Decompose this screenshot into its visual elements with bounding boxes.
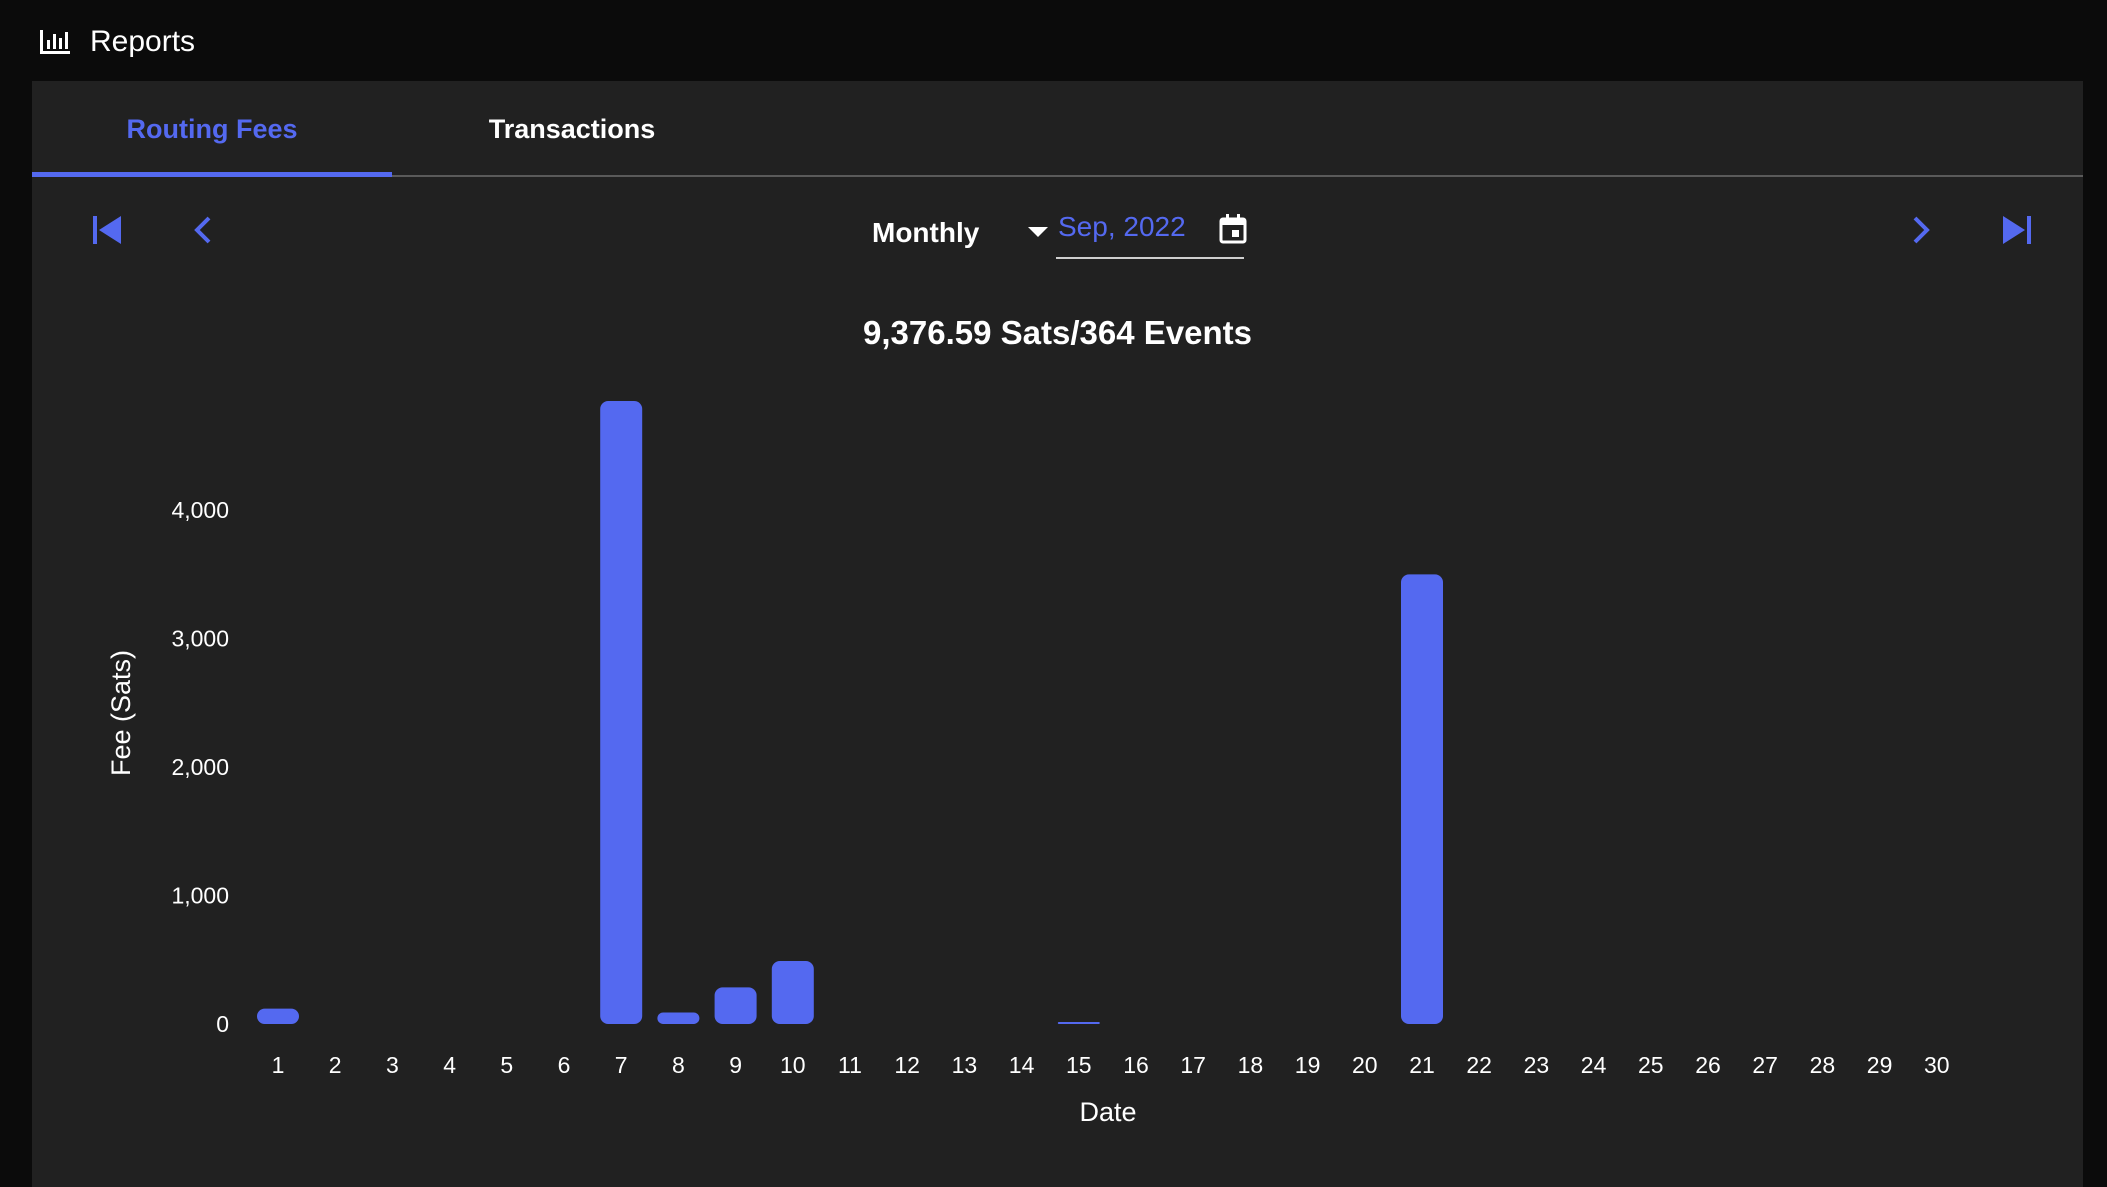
x-tick-label: 6 — [558, 1052, 571, 1078]
bar-day-15[interactable] — [1057, 1022, 1100, 1024]
y-tick-label: 2,000 — [171, 754, 229, 780]
x-axis-ticks: 1 2 3 4 5 6 7 8 9 10 11 12 13 14 15 16 17 18 19 20 21 22 23 24 2… — [272, 1052, 1950, 1078]
active-tab-indicator — [32, 172, 392, 177]
page-title: Reports — [90, 25, 196, 58]
bar-day-1[interactable] — [257, 1008, 299, 1024]
y-tick-label: 3,000 — [171, 626, 229, 652]
x-tick-label: 18 — [1238, 1052, 1264, 1078]
x-tick-label: 9 — [729, 1052, 742, 1078]
x-tick-label: 19 — [1295, 1052, 1321, 1078]
report-tabs: Routing Fees Transactions — [32, 81, 2083, 177]
date-picker-field[interactable]: Sep, 2022 — [1056, 207, 1247, 259]
x-tick-label: 28 — [1810, 1052, 1836, 1078]
x-tick-label: 20 — [1352, 1052, 1378, 1078]
x-tick-label: 8 — [672, 1052, 685, 1078]
x-tick-label: 1 — [272, 1052, 285, 1078]
skip-first-icon — [93, 216, 121, 244]
report-summary: 9,376.59 Sats/364 Events — [863, 314, 1252, 351]
x-tick-label: 27 — [1752, 1052, 1778, 1078]
bar-chart-icon — [40, 30, 70, 54]
first-period-button[interactable] — [84, 207, 130, 253]
last-period-button[interactable] — [1994, 207, 2040, 253]
tab-transactions[interactable]: Transactions — [488, 113, 656, 144]
chevron-down-icon — [1028, 227, 1048, 237]
y-axis-title: Fee (Sats) — [106, 650, 136, 776]
date-picker-value: Sep, 2022 — [1058, 211, 1186, 242]
app-header: Reports — [0, 0, 2107, 80]
x-tick-label: 24 — [1581, 1052, 1607, 1078]
x-tick-label: 11 — [838, 1052, 862, 1078]
x-tick-label: 12 — [894, 1052, 920, 1078]
x-tick-label: 7 — [615, 1052, 628, 1078]
x-tick-label: 2 — [329, 1052, 342, 1078]
tab-routing-fees[interactable]: Routing Fees — [126, 113, 298, 144]
x-tick-label: 13 — [952, 1052, 978, 1078]
next-period-button[interactable] — [1898, 207, 1944, 253]
x-tick-label: 4 — [443, 1052, 456, 1078]
x-tick-label: 10 — [780, 1052, 806, 1078]
bar-day-21[interactable] — [1401, 574, 1443, 1024]
bar-day-9[interactable] — [714, 987, 757, 1024]
bar-day-7[interactable] — [600, 401, 643, 1024]
x-tick-label: 16 — [1123, 1052, 1149, 1078]
x-tick-label: 29 — [1867, 1052, 1893, 1078]
chart-bars — [257, 401, 1443, 1024]
y-axis-ticks: 0 1,000 2,000 3,000 4,000 — [171, 497, 229, 1037]
chevron-left-icon — [194, 216, 211, 244]
x-axis-title: Date — [1079, 1097, 1136, 1127]
x-tick-label: 25 — [1638, 1052, 1664, 1078]
x-tick-label: 15 — [1066, 1052, 1092, 1078]
bar-day-8[interactable] — [657, 1012, 700, 1024]
x-tick-label: 21 — [1409, 1052, 1435, 1078]
x-tick-label: 26 — [1695, 1052, 1721, 1078]
x-tick-label: 3 — [386, 1052, 399, 1078]
y-tick-label: 0 — [216, 1011, 229, 1037]
skip-last-icon — [2003, 216, 2031, 244]
x-tick-label: 30 — [1924, 1052, 1950, 1078]
y-tick-label: 4,000 — [171, 497, 229, 523]
y-tick-label: 1,000 — [171, 883, 229, 909]
previous-period-button[interactable] — [180, 207, 226, 253]
x-tick-label: 22 — [1466, 1052, 1492, 1078]
x-tick-label: 5 — [500, 1052, 513, 1078]
x-tick-label: 17 — [1180, 1052, 1206, 1078]
chevron-right-icon — [1913, 216, 1930, 244]
calendar-icon[interactable] — [1218, 213, 1248, 245]
period-select-value: Monthly — [872, 217, 980, 248]
bar-day-10[interactable] — [771, 961, 814, 1024]
x-tick-label: 23 — [1524, 1052, 1550, 1078]
x-tick-label: 14 — [1009, 1052, 1035, 1078]
period-select[interactable]: Monthly — [862, 211, 1062, 255]
reports-card: Routing Fees Transactions Monthly Sep, 2… — [32, 81, 2083, 1187]
